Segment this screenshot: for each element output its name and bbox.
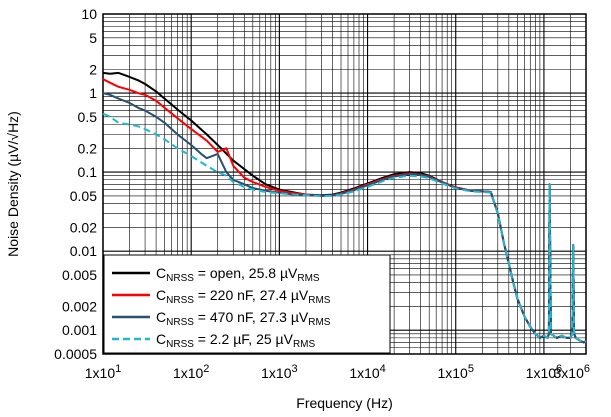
y-tick-label: 0.02	[70, 219, 97, 235]
y-tick-label: 0.01	[70, 243, 97, 259]
y-tick-label: 0.002	[62, 298, 97, 314]
y-tick-label: 0.5	[78, 109, 98, 125]
y-tick-label: 1	[89, 85, 97, 101]
legend-box	[103, 254, 391, 354]
x-tick-label: 1x103	[261, 363, 297, 381]
y-tick-label: 0.001	[62, 322, 97, 338]
y-tick-label: 5	[89, 30, 97, 46]
x-tick-label: 3x106	[554, 363, 590, 381]
legend-entry: CNRSS = 220 nF, 27.4 µVRMS	[156, 287, 331, 306]
legend-entry: CNRSS = 470 nF, 27.3 µVRMS	[156, 309, 331, 328]
y-tick-label: 0.0005	[54, 346, 97, 362]
series-line-3	[102, 92, 587, 344]
series-layer	[102, 71, 587, 344]
y-axis-label: Noise Density (µV/√Hz)	[5, 111, 21, 257]
y-tick-label: 2	[89, 61, 97, 77]
series-line-4	[102, 112, 587, 344]
y-tick-labels: 10 5 2 1 0.5 0.2 0.1 0.05 0.02 0.01 0.005 0.002 0.00…	[54, 6, 97, 362]
legend-entry: CNRSS = open, 25.8 µVRMS	[156, 265, 320, 284]
x-axis-label: Frequency (Hz)	[296, 395, 392, 411]
x-tick-label: 1x104	[349, 363, 385, 381]
x-tick-label: 1x102	[173, 363, 209, 381]
legend: CNRSS = open, 25.8 µVRMS CNRSS = 220 nF, …	[103, 254, 391, 354]
x-tick-label: 1x105	[437, 363, 473, 381]
y-tick-label: 0.1	[78, 164, 98, 180]
x-tick-label: 1x106	[526, 363, 562, 381]
legend-entry: CNRSS = 2.2 µF, 25 µVRMS	[156, 331, 316, 350]
x-tick-label: 1x101	[85, 363, 121, 381]
y-tick-label: 0.05	[70, 188, 97, 204]
y-tick-label: 10	[81, 6, 97, 22]
y-tick-label: 0.2	[78, 140, 98, 156]
plot-frame	[102, 13, 587, 355]
y-tick-label: 0.005	[62, 267, 97, 283]
